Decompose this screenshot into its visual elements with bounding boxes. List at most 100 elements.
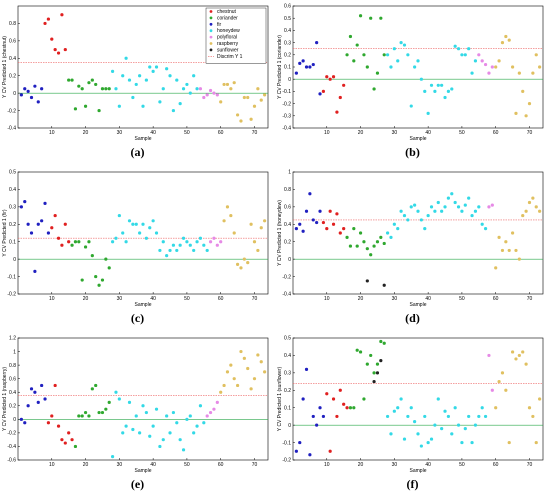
series-coriander: [345, 14, 386, 91]
panel-label-a: (a): [130, 145, 145, 159]
x-tick-label: 50: [184, 462, 190, 468]
data-point-honeydew: [175, 248, 179, 253]
data-point-raspberry: [225, 82, 230, 87]
data-point-honeydew: [416, 209, 420, 213]
data-point-coriander: [77, 414, 81, 418]
series-honeydew: [110, 390, 206, 459]
x-tick-label: 60: [493, 462, 499, 468]
y-tick-label: 0.4: [284, 28, 291, 34]
data-point-raspberry: [239, 119, 243, 123]
data-point-raspberry: [229, 213, 233, 218]
data-point-honeydew: [477, 205, 481, 209]
data-point-chestnut: [63, 222, 67, 226]
data-point-honeydew: [453, 406, 457, 410]
chart-d: 10 20 30 40 50 60 70 -0.4 -0.2 0 0.2 0.4 0.6 0.8 1 Samp…: [277, 170, 544, 308]
y-tick-label: 0.2: [284, 239, 291, 245]
y-tick-label: -0.1: [7, 274, 16, 280]
data-point-raspberry: [497, 379, 501, 384]
data-point-honeydew: [467, 414, 471, 419]
data-point-raspberry: [246, 366, 250, 371]
data-point-chestnut: [56, 424, 61, 428]
data-point-raspberry: [249, 222, 253, 226]
chart-b: 10 20 30 40 50 60 70 -0.4 -0.3 -0.2 -0.1 0 0.1 0.2 0.3…: [277, 4, 544, 142]
data-point-fir: [36, 400, 40, 404]
data-point-honeydew: [134, 414, 138, 418]
data-point-honeydew: [443, 205, 447, 209]
x-tick-label: 50: [184, 130, 190, 136]
data-point-honeydew: [446, 89, 451, 93]
data-point-chestnut: [321, 89, 326, 93]
data-point-fir: [26, 222, 30, 226]
data-point-chestnut: [328, 209, 332, 213]
x-tick-label: 30: [117, 296, 123, 302]
x-tick-label: 20: [83, 462, 89, 468]
data-point-coriander: [104, 257, 108, 261]
data-point-raspberry: [249, 387, 253, 391]
data-point-fir: [315, 220, 319, 225]
data-point-honeydew: [463, 427, 467, 431]
data-point-honeydew: [110, 69, 115, 73]
data-point-chestnut: [67, 240, 71, 244]
y-tick-label: 0: [13, 257, 16, 263]
data-point-fir: [33, 269, 37, 273]
data-point-raspberry: [514, 111, 518, 115]
data-point-honeydew: [396, 59, 400, 63]
data-point-coriander: [87, 240, 91, 244]
y-axis-label: Y CV Predicted 1 (fir): [2, 209, 8, 256]
y-tick-label: 0: [13, 91, 16, 97]
data-point-chestnut: [345, 406, 349, 410]
panel-label-c: (c): [130, 311, 145, 325]
data-point-raspberry: [256, 248, 260, 253]
data-point-coriander: [90, 254, 94, 258]
data-point-honeydew: [138, 74, 142, 78]
data-point-coriander: [362, 53, 366, 57]
data-point-raspberry: [263, 370, 267, 374]
data-point-raspberry: [538, 65, 542, 69]
data-point-honeydew: [470, 71, 474, 75]
series-raspberry: [219, 81, 267, 123]
data-point-raspberry: [517, 71, 521, 75]
data-point-coriander: [73, 240, 78, 244]
data-point-honeydew: [154, 407, 159, 411]
data-point-honeydew: [151, 69, 155, 73]
series-raspberry: [219, 349, 267, 394]
legend: chestnutcorianderfirhoneydewpolyfloralra…: [205, 7, 267, 64]
data-point-fir: [23, 87, 27, 91]
data-point-coriander: [355, 348, 359, 352]
data-point-raspberry: [246, 95, 250, 100]
data-point-raspberry: [235, 113, 240, 117]
x-tick-label: 60: [218, 296, 224, 302]
data-point-honeydew: [138, 431, 142, 435]
data-point-honeydew: [178, 438, 182, 442]
data-point-honeydew: [165, 254, 169, 258]
y-tick-label: 0.4: [9, 56, 16, 62]
series-coriander: [70, 240, 111, 287]
data-point-honeydew: [419, 444, 423, 448]
data-point-chestnut: [331, 75, 336, 79]
x-tick-label: 50: [459, 462, 465, 468]
data-point-honeydew: [178, 102, 182, 106]
data-point-honeydew: [392, 222, 396, 226]
data-point-coriander: [107, 400, 111, 404]
data-point-honeydew: [467, 196, 471, 200]
data-point-honeydew: [114, 87, 118, 91]
data-point-raspberry: [225, 205, 230, 209]
data-point-honeydew: [154, 65, 159, 69]
x-tick-label: 70: [252, 130, 258, 136]
data-point-raspberry: [524, 114, 528, 118]
data-point-fir: [301, 397, 305, 401]
data-point-raspberry: [504, 388, 508, 392]
series-fir: [19, 84, 44, 104]
data-point-raspberry: [507, 248, 511, 253]
data-point-honeydew: [198, 236, 203, 240]
data-point-fir: [311, 218, 315, 222]
data-point-chestnut: [46, 421, 51, 425]
data-point-honeydew: [413, 420, 417, 424]
data-point-chestnut: [342, 83, 346, 87]
data-point-honeydew: [389, 432, 393, 436]
x-tick-label: 70: [527, 462, 533, 468]
y-tick-label: -0.2: [7, 292, 16, 298]
data-point-raspberry: [232, 231, 236, 235]
data-point-raspberry: [242, 95, 246, 100]
data-point-honeydew: [117, 213, 121, 218]
